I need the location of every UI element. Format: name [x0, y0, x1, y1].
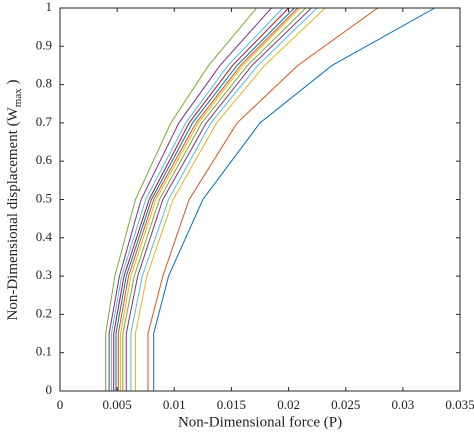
x-axis-label: Non-Dimensional force (P): [178, 414, 342, 430]
y-tick-label: 0.2: [36, 305, 52, 320]
x-tick-label: 0.005: [103, 397, 132, 412]
y-tick-label: 0.7: [36, 114, 53, 129]
x-tick-label: 0.02: [277, 397, 300, 412]
curve: [120, 8, 301, 391]
curve: [153, 8, 436, 391]
x-tick-label: 0.015: [217, 397, 246, 412]
y-tick-label: 0.6: [36, 152, 53, 167]
curve: [113, 8, 289, 391]
curve: [115, 8, 295, 391]
y-axis-label-main: Non-Dimensional displacement (W: [5, 106, 21, 320]
curve: [125, 8, 312, 391]
curve: [134, 8, 326, 391]
plot-lines: [105, 8, 436, 391]
curve: [122, 8, 307, 391]
curve: [117, 8, 299, 391]
curve: [130, 8, 318, 391]
x-tick-label: 0.025: [331, 397, 360, 412]
x-tick-label: 0: [57, 397, 64, 412]
x-tick-label: 0.035: [445, 397, 474, 412]
y-tick-label: 0.3: [36, 267, 52, 282]
y-tick-label: 0.4: [36, 229, 53, 244]
y-axis-label-end: ): [5, 80, 21, 89]
y-tick-label: 0.1: [36, 344, 52, 359]
y-tick-label: 1: [46, 0, 53, 14]
y-tick-label: 0.5: [36, 190, 52, 205]
x-tick-label: 0.03: [391, 397, 414, 412]
curve: [108, 8, 272, 391]
y-tick-label: 0.8: [36, 76, 52, 91]
curve: [105, 8, 257, 391]
y-axis-label: Non-Dimensional displacement (Wmax ): [5, 80, 23, 321]
axes-box: [59, 7, 461, 392]
curve: [147, 8, 379, 391]
y-tick-label: 0: [46, 382, 53, 397]
curve: [110, 8, 284, 391]
y-tick-label: 0.9: [36, 37, 52, 52]
x-tick-label: 0.01: [163, 397, 186, 412]
y-axis-label-sub: max: [12, 88, 24, 107]
